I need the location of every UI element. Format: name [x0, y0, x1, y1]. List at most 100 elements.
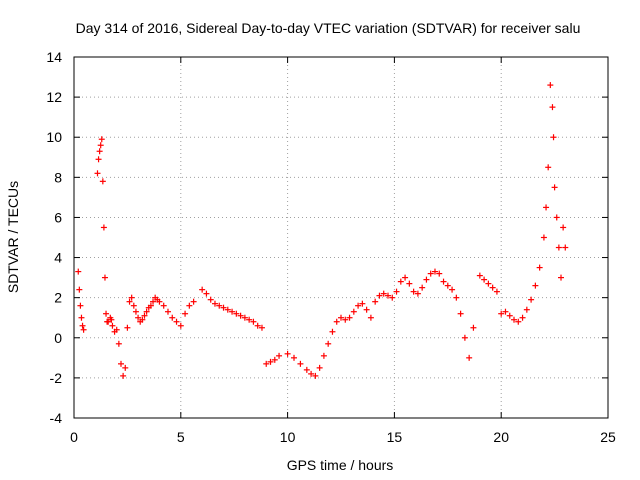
data-point: [536, 264, 543, 271]
data-point: [303, 366, 310, 373]
data-point: [562, 244, 569, 251]
data-point: [523, 306, 530, 313]
data-point: [250, 318, 257, 325]
data-point: [515, 318, 522, 325]
data-point: [130, 302, 137, 309]
data-point: [99, 178, 106, 185]
axis-ticks: 0 5 10 15 20 25 -4 -2 0 2 4 6 8 10 12 14: [46, 49, 616, 445]
data-point: [402, 274, 409, 281]
data-point: [122, 364, 129, 371]
data-point: [506, 312, 513, 319]
data-point: [246, 316, 253, 323]
data-point: [164, 308, 171, 315]
data-point: [126, 298, 133, 305]
data-point: [237, 312, 244, 319]
data-point: [350, 308, 357, 315]
data-point: [128, 294, 135, 301]
data-point: [376, 292, 383, 299]
data-point: [120, 372, 127, 379]
data-point: [177, 322, 184, 329]
data-point: [359, 300, 366, 307]
data-point: [457, 310, 464, 317]
data-point: [94, 170, 101, 177]
x-tick-label: 20: [493, 429, 509, 445]
x-tick-label: 5: [177, 429, 185, 445]
y-tick-label: 6: [54, 209, 62, 225]
data-point: [550, 134, 557, 141]
data-point: [97, 142, 104, 149]
data-point: [124, 324, 131, 331]
data-point: [101, 274, 108, 281]
data-point: [78, 314, 85, 321]
data-point: [436, 270, 443, 277]
y-tick-label: 12: [46, 89, 62, 105]
x-tick-label: 25: [600, 429, 616, 445]
data-point: [519, 314, 526, 321]
data-point: [543, 204, 550, 211]
data-point: [220, 304, 227, 311]
data-point: [229, 308, 236, 315]
data-point: [141, 312, 148, 319]
data-point: [549, 104, 556, 111]
data-point: [427, 270, 434, 277]
data-point: [113, 326, 120, 333]
y-tick-label: 2: [54, 290, 62, 306]
data-point: [389, 294, 396, 301]
data-point: [502, 308, 509, 315]
data-point: [393, 288, 400, 295]
data-point: [190, 298, 197, 305]
data-point: [461, 334, 468, 341]
data-point: [528, 296, 535, 303]
data-point: [105, 318, 112, 325]
data-points: [75, 82, 569, 379]
data-point: [258, 324, 265, 331]
data-point: [325, 340, 332, 347]
data-point: [312, 372, 319, 379]
data-point: [254, 322, 261, 329]
data-point: [98, 136, 105, 143]
data-point: [103, 310, 110, 317]
data-point: [406, 280, 413, 287]
data-point: [108, 316, 115, 323]
data-point: [276, 352, 283, 359]
data-point: [186, 302, 193, 309]
plot-frame: [73, 56, 609, 419]
y-tick-label: 8: [54, 169, 62, 185]
data-point: [224, 306, 231, 313]
y-axis-label: SDTVAR / TECUs: [5, 181, 21, 293]
data-point: [485, 280, 492, 287]
data-point: [555, 244, 562, 251]
data-point: [308, 370, 315, 377]
data-point: [263, 360, 270, 367]
data-point: [397, 278, 404, 285]
data-point: [80, 326, 87, 333]
data-point: [444, 282, 451, 289]
data-point: [117, 360, 124, 367]
grid-lines: [74, 57, 608, 418]
y-tick-label: -2: [50, 370, 63, 386]
data-point: [95, 156, 102, 163]
data-point: [419, 284, 426, 291]
data-point: [233, 310, 240, 317]
data-point: [76, 286, 83, 293]
data-point: [453, 294, 460, 301]
data-point: [466, 354, 473, 361]
data-point: [481, 276, 488, 283]
data-point: [160, 302, 167, 309]
x-axis-label: GPS time / hours: [287, 457, 394, 473]
data-point: [284, 350, 291, 357]
data-point: [109, 322, 116, 329]
data-point: [316, 364, 323, 371]
data-point: [156, 298, 163, 305]
x-tick-label: 10: [280, 429, 296, 445]
data-point: [367, 314, 374, 321]
data-point: [440, 278, 447, 285]
data-point: [363, 306, 370, 313]
data-point: [511, 316, 518, 323]
data-point: [489, 284, 496, 291]
data-point: [431, 268, 438, 275]
y-tick-label: 0: [54, 330, 62, 346]
data-point: [132, 308, 139, 315]
data-point: [291, 354, 298, 361]
